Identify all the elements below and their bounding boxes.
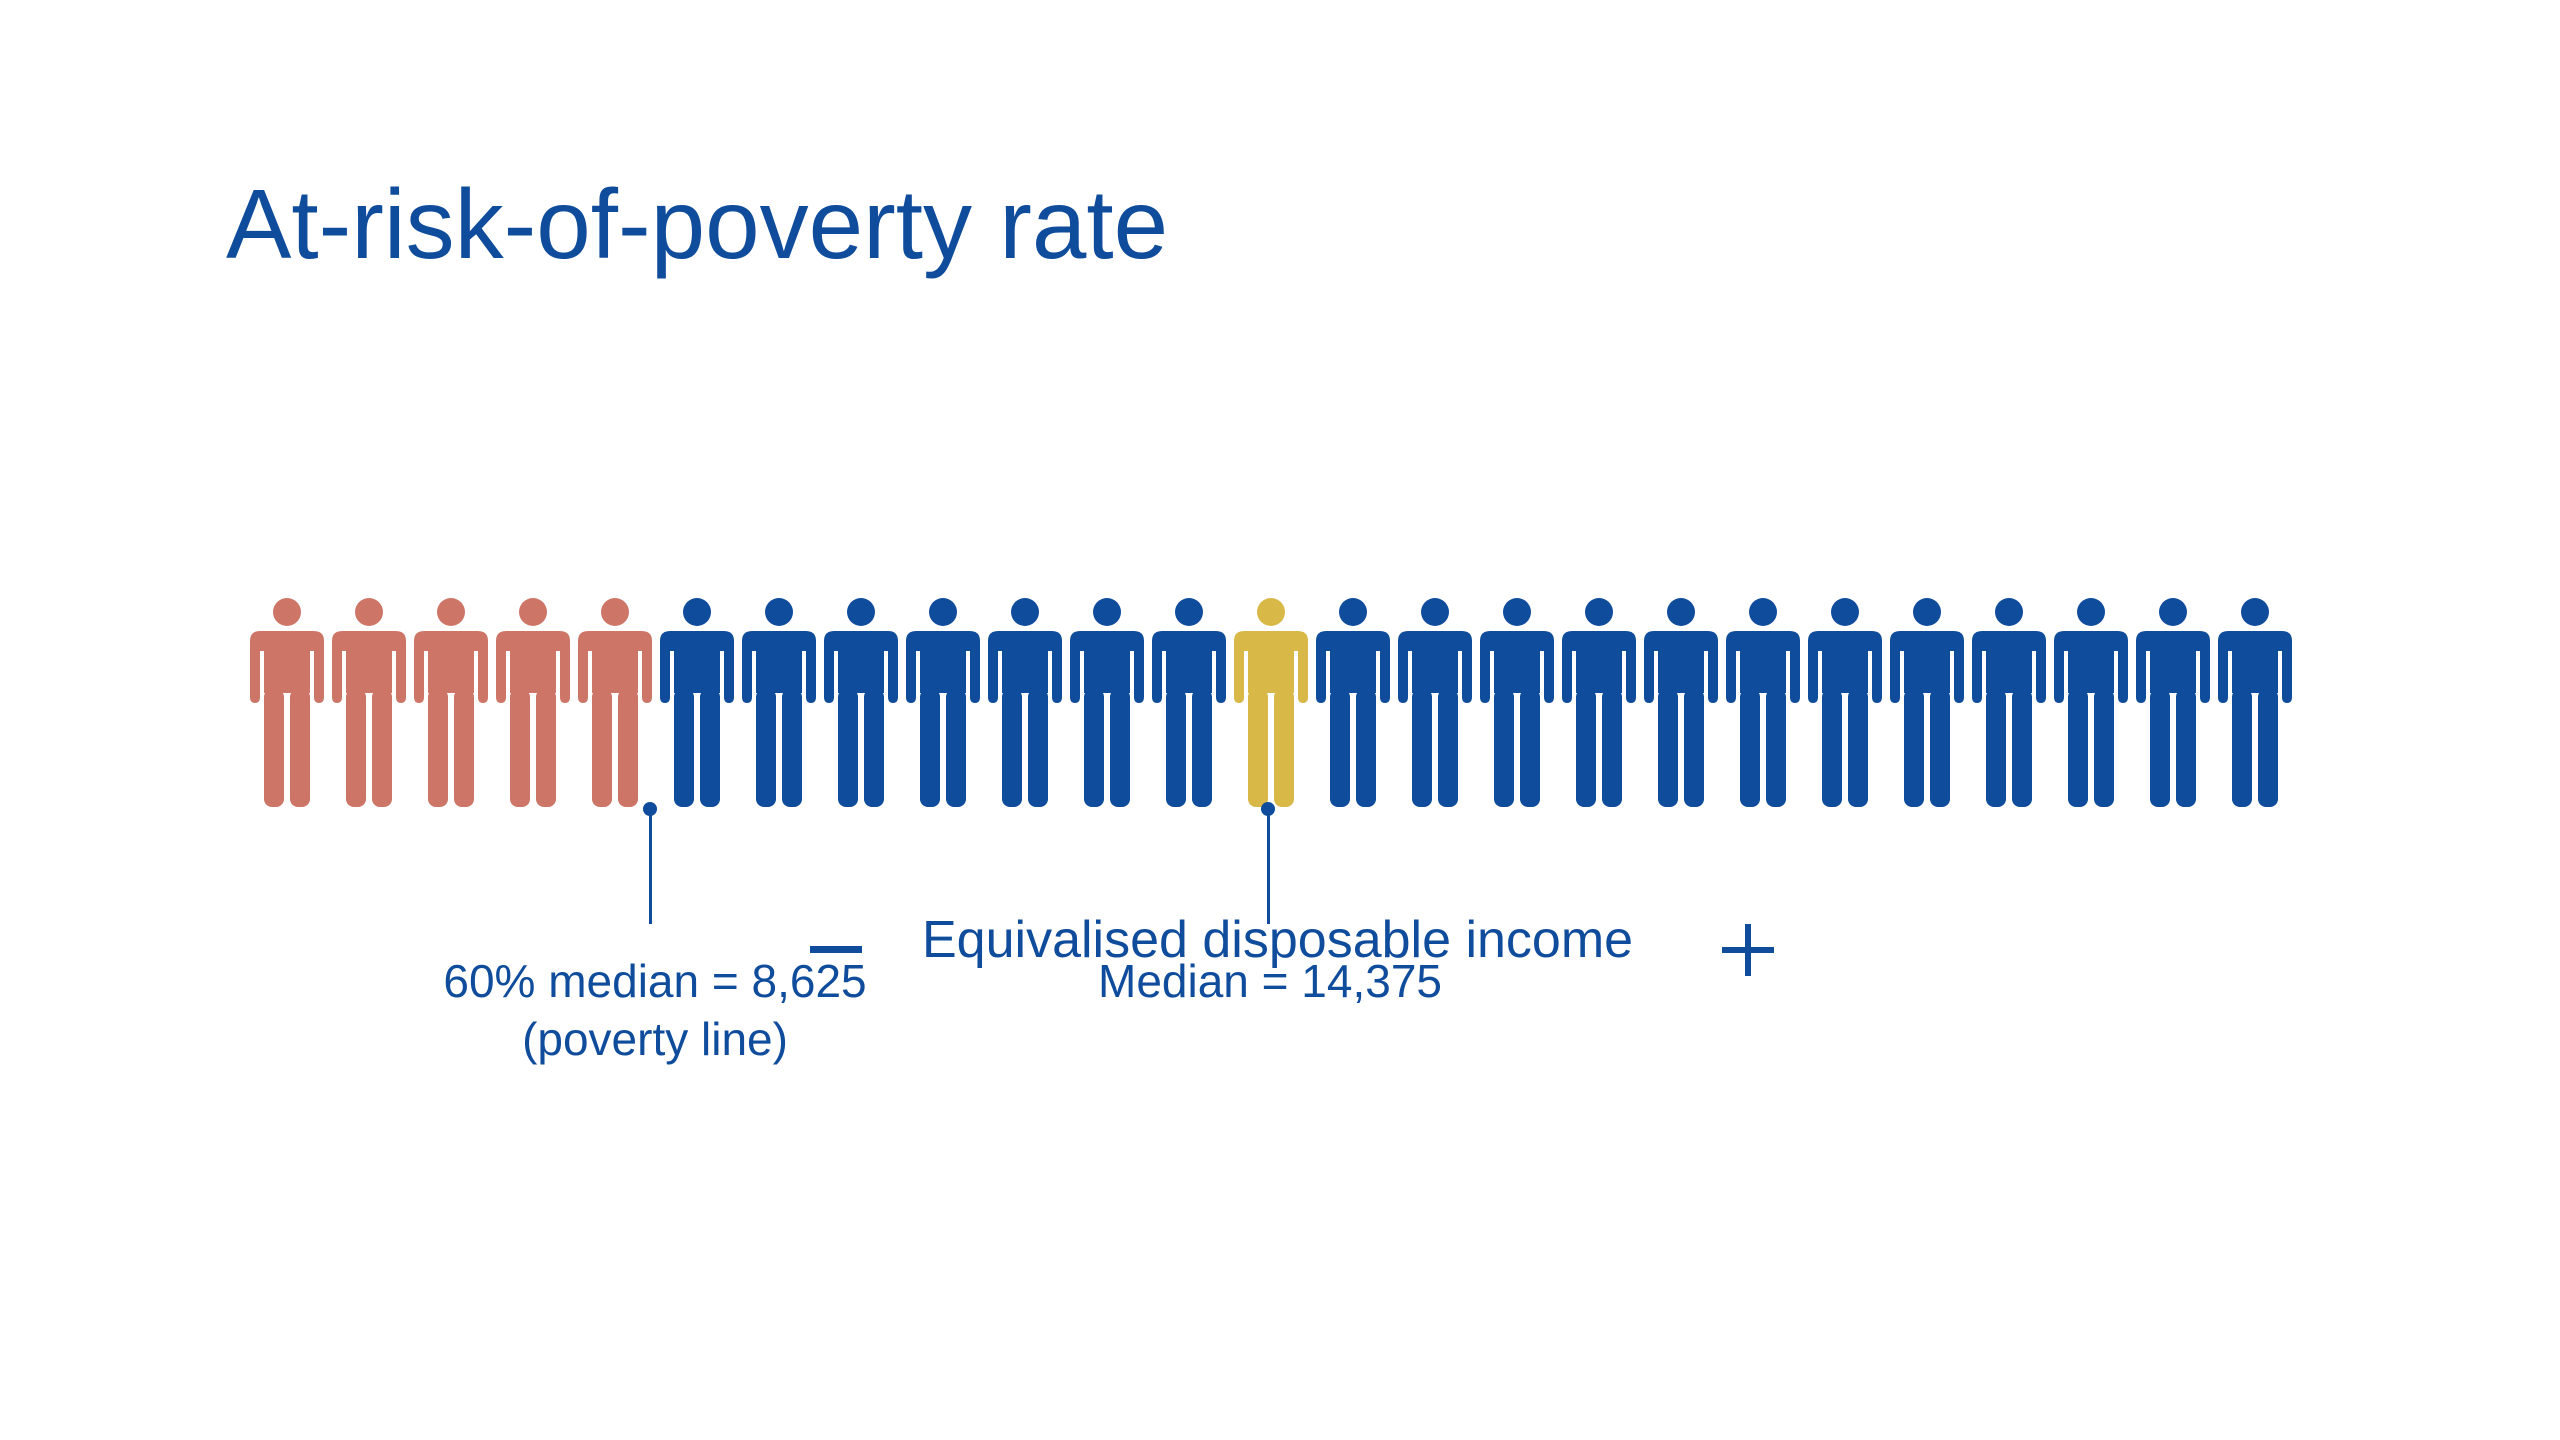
person-icon xyxy=(2136,598,2210,807)
median-stem xyxy=(1267,812,1270,924)
person-icon xyxy=(660,598,734,807)
person-icon xyxy=(1070,598,1144,807)
income-axis-text: Equivalised disposable income xyxy=(922,911,1634,969)
poverty-line-dot xyxy=(643,802,657,816)
person-icon xyxy=(1480,598,1554,807)
poverty-line-stem xyxy=(649,812,652,924)
median-value: Median = 14,375 xyxy=(1098,955,1442,1007)
person-icon xyxy=(1972,598,2046,807)
person-median-icon xyxy=(1234,598,1308,807)
person-icon xyxy=(1808,598,1882,807)
person-icon xyxy=(1316,598,1390,807)
person-below-poverty-icon xyxy=(250,598,324,807)
median-annotation: Median = 14,375 xyxy=(1060,952,1480,1010)
person-icon xyxy=(824,598,898,807)
person-below-poverty-icon xyxy=(578,598,652,807)
plus-icon xyxy=(1722,924,1774,976)
person-icon xyxy=(2218,598,2292,807)
person-icon xyxy=(988,598,1062,807)
poverty-line-caption: (poverty line) xyxy=(522,1013,788,1065)
person-below-poverty-icon xyxy=(414,598,488,807)
person-icon xyxy=(742,598,816,807)
person-icon xyxy=(1152,598,1226,807)
person-icon xyxy=(2054,598,2128,807)
person-below-poverty-icon xyxy=(496,598,570,807)
poverty-line-value: 60% median = 8,625 xyxy=(443,955,867,1007)
person-below-poverty-icon xyxy=(332,598,406,807)
person-icon xyxy=(1562,598,1636,807)
person-icon xyxy=(1726,598,1800,807)
person-icon xyxy=(1644,598,1718,807)
poverty-line-annotation: 60% median = 8,625 (poverty line) xyxy=(400,952,910,1068)
person-icon xyxy=(906,598,980,807)
minus-icon xyxy=(810,946,862,953)
median-dot xyxy=(1261,802,1275,816)
person-icon xyxy=(1890,598,1964,807)
page-title: At-risk-of-poverty rate xyxy=(226,169,1169,279)
person-icon xyxy=(1398,598,1472,807)
income-axis-label: Equivalised disposable income xyxy=(0,456,2560,976)
